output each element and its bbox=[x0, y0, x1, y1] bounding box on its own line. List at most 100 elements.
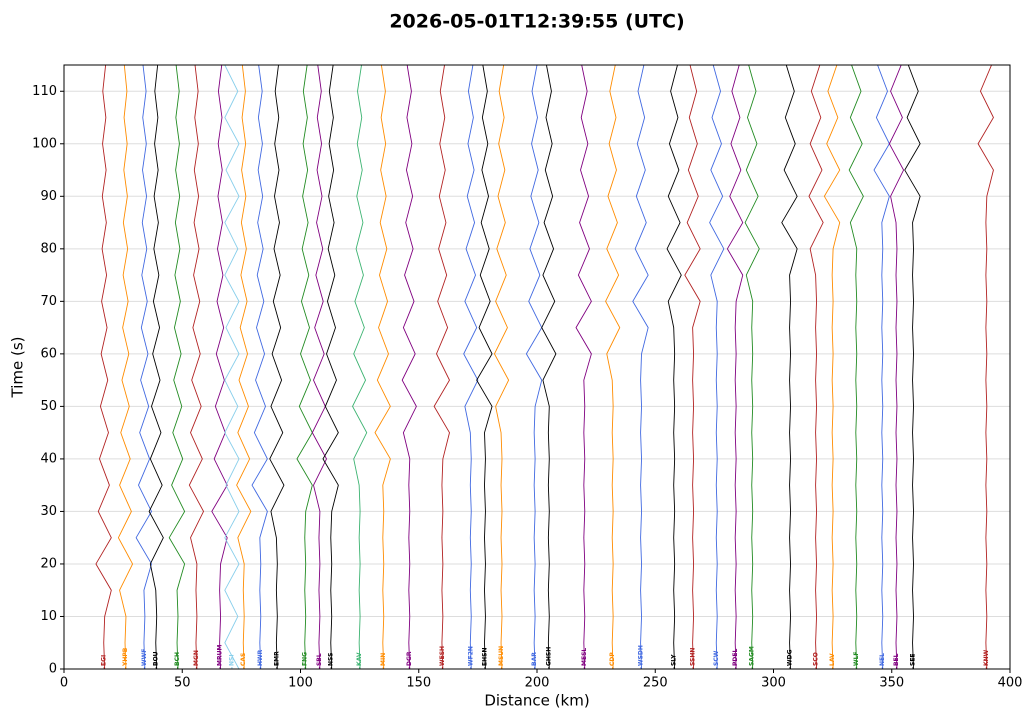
station-label: KAV bbox=[356, 652, 363, 666]
y-tick-label: 50 bbox=[40, 399, 57, 414]
y-tick-label: 60 bbox=[40, 346, 57, 361]
station-label: NEL bbox=[879, 653, 886, 666]
station-label: NSS bbox=[328, 653, 335, 666]
trace bbox=[904, 65, 921, 669]
station-label: WESH bbox=[439, 646, 446, 666]
trace bbox=[236, 65, 252, 669]
station-label: SCW bbox=[713, 650, 720, 666]
station-label: LAV bbox=[829, 653, 836, 666]
trace bbox=[977, 65, 994, 669]
trace bbox=[684, 65, 701, 669]
trace bbox=[476, 65, 493, 669]
station-label: EGI bbox=[101, 655, 108, 666]
trace bbox=[269, 65, 285, 669]
trace bbox=[322, 65, 339, 669]
trace bbox=[117, 65, 134, 669]
station-label: BCH bbox=[174, 652, 181, 666]
x-tick-label: 400 bbox=[998, 676, 1023, 691]
trace bbox=[709, 65, 725, 669]
trace bbox=[575, 65, 592, 669]
y-tick-label: 10 bbox=[40, 609, 57, 624]
station-label: BEL bbox=[893, 653, 900, 666]
plot-frame bbox=[63, 64, 1011, 670]
trace bbox=[632, 65, 649, 669]
trace bbox=[493, 65, 510, 669]
trace bbox=[311, 65, 328, 669]
traces bbox=[95, 65, 994, 669]
station-label: KNW bbox=[983, 649, 990, 666]
trace bbox=[605, 65, 621, 669]
trace bbox=[848, 65, 864, 669]
station-label: MESL bbox=[581, 648, 588, 666]
x-tick-label: 50 bbox=[174, 676, 191, 691]
trace bbox=[251, 65, 268, 669]
station-label: MSUN bbox=[498, 646, 505, 666]
station-label: WLF bbox=[853, 651, 860, 666]
station-label: NSI bbox=[228, 654, 235, 666]
station-label: SEE bbox=[910, 653, 917, 666]
trace bbox=[224, 65, 240, 669]
station-label: MIN bbox=[380, 653, 387, 666]
station-label: SCO bbox=[813, 652, 820, 666]
station-label: EHSN bbox=[481, 648, 488, 666]
trace bbox=[188, 65, 205, 669]
station-label: MGN bbox=[193, 650, 200, 666]
x-tick-label: 200 bbox=[525, 676, 550, 691]
station-label: BOU bbox=[153, 651, 160, 666]
station-label: SAGM bbox=[749, 646, 756, 666]
trace bbox=[726, 65, 744, 669]
trace bbox=[823, 65, 841, 669]
station-label: PDEL bbox=[732, 649, 739, 666]
trace bbox=[168, 65, 186, 669]
x-tick-label: 0 bbox=[60, 676, 68, 691]
trace bbox=[666, 65, 682, 669]
station-label: WDG bbox=[787, 649, 794, 666]
station-label: GHSH bbox=[545, 647, 552, 666]
station-label: WF2N bbox=[467, 646, 474, 666]
station-label: CDP bbox=[609, 652, 616, 666]
y-axis-label: Time (s) bbox=[9, 337, 27, 399]
x-axis-label: Distance (km) bbox=[484, 692, 589, 709]
trace bbox=[374, 65, 391, 669]
y-tick-label: 20 bbox=[40, 556, 57, 571]
y-tick-label: 70 bbox=[40, 294, 57, 309]
station-label: WSDH bbox=[638, 645, 645, 666]
station-label: WWF bbox=[141, 649, 148, 666]
station-label: CAS bbox=[240, 653, 247, 666]
trace bbox=[352, 65, 368, 669]
x-tick-label: 150 bbox=[406, 676, 431, 691]
trace bbox=[781, 65, 798, 669]
trace bbox=[95, 65, 112, 669]
station-label: EMR bbox=[273, 651, 280, 666]
trace bbox=[744, 65, 760, 669]
y-tick-label: 100 bbox=[32, 136, 57, 151]
x-tick-label: 100 bbox=[288, 676, 313, 691]
station-label: SLY bbox=[671, 654, 678, 666]
station-label: DGR bbox=[406, 651, 413, 666]
trace bbox=[888, 65, 905, 669]
x-tick-label: 350 bbox=[879, 676, 904, 691]
station-label: MRUM bbox=[217, 645, 224, 666]
y-tick-label: 40 bbox=[40, 451, 57, 466]
y-tick-label: 0 bbox=[49, 662, 57, 677]
y-tick-label: 30 bbox=[40, 504, 57, 519]
y-tick-label: 110 bbox=[32, 84, 57, 99]
station-label: FNG bbox=[302, 652, 309, 666]
trace bbox=[135, 65, 153, 669]
trace bbox=[148, 65, 164, 669]
trace bbox=[401, 65, 417, 669]
trace bbox=[873, 65, 890, 669]
trace bbox=[463, 65, 479, 669]
trace bbox=[808, 65, 824, 669]
station-label: HWR bbox=[257, 649, 264, 666]
station-label: BAR bbox=[531, 652, 538, 666]
y-tick-label: 90 bbox=[40, 189, 57, 204]
trace bbox=[541, 65, 557, 669]
y-tick-label: 80 bbox=[40, 241, 57, 256]
station-label: SBL bbox=[316, 653, 323, 666]
station-label: YHPB bbox=[122, 647, 129, 667]
x-tick-label: 250 bbox=[643, 676, 668, 691]
trace bbox=[211, 65, 228, 669]
trace bbox=[296, 65, 313, 669]
